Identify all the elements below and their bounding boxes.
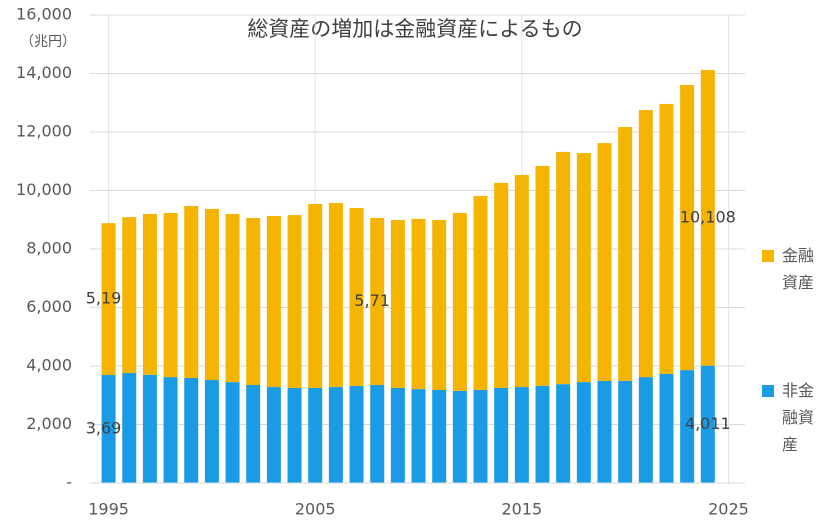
bar-segment [308,387,323,483]
bar-segment [638,377,653,483]
x-tick-label: 1995 [88,500,129,519]
bar-segment [370,385,385,483]
bar-segment [370,217,385,386]
bar-segment [204,208,219,381]
bar-segment [576,153,591,383]
bar-segment [432,389,447,483]
legend-swatch [762,250,774,262]
bar-segment [390,220,405,388]
bar-segment [122,217,137,374]
bar-segment [349,385,364,483]
bar-segment [514,174,529,388]
legend-swatch [762,385,774,397]
bar-segment [122,373,137,483]
bar-segment [576,382,591,483]
data-label: 5,191 [86,289,132,308]
bar-segment [184,206,199,378]
bar-segment [597,380,612,483]
bar-segment [659,373,674,483]
bar-segment [142,374,157,483]
bar-segment [473,196,488,390]
bar-segment [184,377,199,483]
bar-segment [514,387,529,483]
bar-segment [556,151,571,385]
bar-segment [473,389,488,483]
bar-segment [659,103,674,374]
bar-segment [618,380,633,483]
bar-segment [411,218,426,390]
bar-segment [101,223,116,376]
x-tick-label: 2005 [295,500,336,519]
data-label: 4,011 [685,414,731,433]
chart-title: 総資産の増加は金融資産によるもの [247,17,582,41]
data-label: 5,710 [354,291,400,310]
y-tick-label: 2,000 [26,414,72,433]
legend-label: 非金融資産 [782,381,815,454]
bar-segment [618,127,633,381]
y-tick-label: 6,000 [26,297,72,316]
x-tick-label: 2015 [501,500,542,519]
bar-segment [328,387,343,483]
bar-segment [142,213,157,375]
bar-segment [700,365,715,483]
bar-segment [452,390,467,483]
bar-segment [494,182,509,388]
y-tick-label: - [66,473,72,492]
bar-segment [163,213,178,378]
bar-segment [246,217,261,386]
legend-item: 金融資産 [762,242,816,296]
bar-segment [680,84,695,371]
legend-label: 金融資産 [782,246,815,292]
y-tick-label: 8,000 [26,239,72,258]
y-tick-label: 16,000 [16,5,72,24]
bar-segment [328,203,343,388]
bar-segment [287,387,302,483]
bar-segment [556,384,571,483]
bar-segment [225,382,240,483]
data-label: 10,108 [680,207,736,226]
y-tick-label: 10,000 [16,180,72,199]
y-tick-label: 14,000 [16,63,72,82]
bar-segment [432,220,447,390]
x-tick-label: 2025 [708,500,749,519]
bar-segment [287,215,302,388]
y-tick-label: 12,000 [16,122,72,141]
bar-segment [535,165,550,386]
bar-segment [163,377,178,483]
bar-segment [700,70,715,366]
bar-segment [638,110,653,378]
legend-item: 非金融資産 [762,377,816,458]
bar-segment [266,215,281,388]
y-tick-label: 4,000 [26,356,72,375]
bar-segment [597,143,612,381]
y-axis-label: （兆円） [20,34,76,50]
bar-segment [225,213,240,383]
bar-segment [680,370,695,483]
bar-segment [494,387,509,483]
bar-segment [308,203,323,388]
bar-segment [246,385,261,483]
bar-segment [204,380,219,483]
bar-segment [349,208,364,386]
bar-segment [535,385,550,483]
bar-segment [101,375,116,483]
bar-segment [452,213,467,391]
bar-segment [411,389,426,483]
bar-segment [266,387,281,483]
data-label: 3,692 [86,419,132,438]
bar-segment [390,387,405,483]
